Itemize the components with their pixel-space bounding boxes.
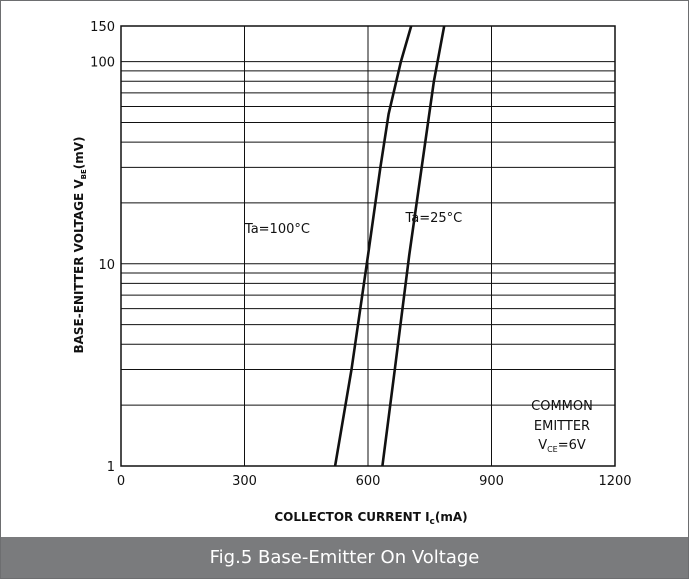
condition-line-3: VCE=6V (538, 438, 586, 454)
figure-caption: Fig.5 Base-Emitter On Voltage (209, 547, 480, 568)
y-tick-label: 1 (107, 460, 115, 475)
y-tick-label: 100 (90, 56, 115, 71)
y-tick-label: 10 (98, 258, 115, 273)
condition-line-2: EMITTER (534, 419, 590, 434)
caption-bar: Fig.5 Base-Emitter On Voltage (1, 537, 688, 578)
plot-border (120, 25, 616, 467)
annotations: Ta=100°C Ta=25°C (244, 211, 462, 237)
series-line-ta-100c (333, 25, 413, 467)
grid-lines (121, 26, 615, 466)
curve-label: Ta=25°C (404, 211, 462, 226)
curve-label: Ta=100°C (244, 222, 310, 237)
x-tick-label: 600 (356, 474, 381, 489)
data-series (333, 25, 446, 467)
x-tick-label: 300 (232, 474, 257, 489)
tick-labels: 0 300 600 900 1200 1 10 100 150 (90, 20, 631, 489)
series-line-ta-25c (381, 25, 446, 467)
x-tick-label: 1200 (598, 474, 631, 489)
condition-line-1: COMMON (531, 399, 593, 414)
x-axis-title: COLLECTOR CURRENT Ic(mA) (274, 510, 467, 527)
y-axis-title: BASE-ENITTER VOLTAGE VBE(mV) (72, 136, 88, 353)
y-tick-label: 150 (90, 20, 115, 35)
x-tick-label: 900 (479, 474, 504, 489)
x-tick-label: 0 (117, 474, 125, 489)
